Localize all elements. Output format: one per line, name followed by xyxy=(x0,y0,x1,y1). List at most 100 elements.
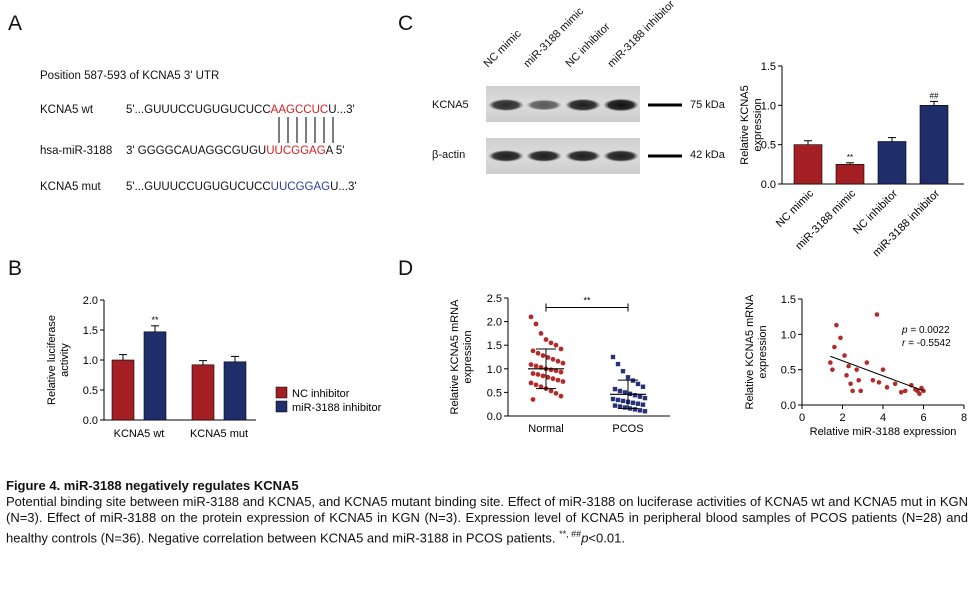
data-point-normal xyxy=(528,380,534,386)
bar-mir-3188-inhibitor xyxy=(143,331,167,421)
data-point-pcos xyxy=(642,409,648,414)
data-point xyxy=(917,391,922,396)
data-point-pcos xyxy=(640,384,646,389)
data-point xyxy=(876,380,882,385)
panel-letter-b: B xyxy=(8,257,23,280)
caption-sig-marks: **, ## xyxy=(559,529,582,539)
legend-label: miR-3188 inhibitor xyxy=(292,402,382,414)
caption-main: Potential binding site between miR-3188 … xyxy=(6,494,968,546)
data-point xyxy=(828,360,833,365)
bar xyxy=(877,141,907,185)
data-point-pcos xyxy=(632,407,638,412)
data-point xyxy=(858,388,864,394)
row-label-actin: β-actin xyxy=(432,149,466,161)
y-axis-label-line2: expression xyxy=(757,325,769,378)
panel-letter-a: A xyxy=(8,12,23,35)
data-point-pcos xyxy=(610,396,616,402)
lane-label-3: miR-3188 inhibitor xyxy=(605,0,678,71)
bar xyxy=(835,164,865,185)
base-pair-lines xyxy=(278,117,334,143)
data-point xyxy=(838,335,843,341)
band-actin xyxy=(488,150,524,162)
y-tick-label: 0.0 xyxy=(83,415,98,427)
panel-letter-d: D xyxy=(398,257,414,280)
x-tick-label: 8 xyxy=(961,412,967,424)
lane-label-0: NC mimic xyxy=(481,27,524,71)
data-point-normal xyxy=(550,376,556,382)
y-tick-label: 0.0 xyxy=(781,400,796,412)
band-actin xyxy=(526,150,562,162)
data-point-pcos xyxy=(635,401,641,406)
p-symbol: p xyxy=(901,325,908,336)
y-tick-label: 2.0 xyxy=(83,295,98,307)
data-point-pcos xyxy=(630,400,636,405)
bar-mir-3188-inhibitor xyxy=(223,361,247,421)
data-point xyxy=(850,388,855,394)
bar-nc-inhibitor xyxy=(191,364,215,421)
data-point xyxy=(884,385,890,390)
y-tick-label: 0.5 xyxy=(83,385,98,397)
band-kcna5 xyxy=(526,99,562,111)
y-tick-label: 1.5 xyxy=(761,61,776,73)
mirna-suffix: A 5' xyxy=(325,145,345,157)
x-category-label: NC mimic xyxy=(774,187,817,230)
x-category-label: KCNA5 mut xyxy=(190,428,248,440)
caption-p: p xyxy=(581,530,589,546)
legend-swatch xyxy=(275,386,288,399)
r-value: = -0.5542 xyxy=(905,338,951,349)
data-point-pcos xyxy=(615,361,621,367)
y-axis-label: Relative KCNA5 xyxy=(739,85,751,164)
mut-prefix: 5'...GUUUCCUGUGUCUCC xyxy=(126,181,271,193)
data-point-normal xyxy=(535,372,541,377)
data-point-pcos xyxy=(612,386,618,392)
data-point xyxy=(830,367,835,372)
y-tick-label: 1.5 xyxy=(781,294,796,306)
data-point-normal xyxy=(535,350,541,356)
mut-sequence: 5'...GUUUCCUGUGUCUCCUUCGGAGU...3' xyxy=(126,181,357,193)
y-axis-label-line2: expression xyxy=(462,330,474,383)
y-tick-label: 1.5 xyxy=(487,340,502,352)
p-value: = 0.0022 xyxy=(908,325,950,336)
data-point xyxy=(856,377,861,383)
y-tick-label: 1.0 xyxy=(761,100,776,112)
band-kcna5 xyxy=(488,98,524,112)
mut-suffix: U...3' xyxy=(330,181,357,193)
data-point xyxy=(842,353,847,358)
data-point-normal xyxy=(538,331,544,336)
data-point-normal xyxy=(558,393,564,399)
legend-label: NC inhibitor xyxy=(292,388,350,400)
data-point-pcos xyxy=(642,395,648,401)
x-category-label: Normal xyxy=(528,423,563,435)
data-point xyxy=(902,388,908,394)
data-point-normal xyxy=(545,374,551,380)
mirna-sequence: 3' GGGGCAUAGGCGUGUUUCGGAGA 5' xyxy=(126,145,344,157)
data-point xyxy=(874,312,880,317)
caption-tail: <0.01. xyxy=(588,530,625,546)
blot-image xyxy=(486,86,682,174)
y-tick-label: 1.0 xyxy=(487,364,502,376)
data-point xyxy=(844,373,849,378)
data-point xyxy=(898,389,904,395)
data-point-normal xyxy=(530,348,536,354)
data-point-normal xyxy=(533,363,539,369)
wt-name: KCNA5 wt xyxy=(40,104,94,116)
y-axis-label: Relative KCNA5 mRNA xyxy=(744,294,756,410)
panel-letter-c: C xyxy=(398,12,414,35)
wt-binding-site: AAGCCUC xyxy=(270,104,329,116)
r-value-label: r = -0.5542 xyxy=(902,338,951,349)
kda-label-42: 42 kDa xyxy=(690,149,725,161)
band-kcna5 xyxy=(603,98,639,112)
wt-prefix: 5'...GUUUCCUGUGUCUCC xyxy=(126,104,271,116)
data-point xyxy=(834,322,839,328)
data-point-normal xyxy=(528,314,534,320)
wt-suffix: U...3' xyxy=(328,104,355,116)
data-point-pcos xyxy=(632,393,638,398)
data-point-normal xyxy=(530,371,536,376)
data-point xyxy=(848,381,853,387)
significance-mark: ** xyxy=(151,315,159,325)
x-category-label: KCNA5 wt xyxy=(114,428,165,440)
data-point-pcos xyxy=(620,368,626,374)
band-actin xyxy=(603,150,639,162)
row-label-kcna5: KCNA5 xyxy=(432,99,469,111)
data-point-pcos xyxy=(640,402,646,407)
